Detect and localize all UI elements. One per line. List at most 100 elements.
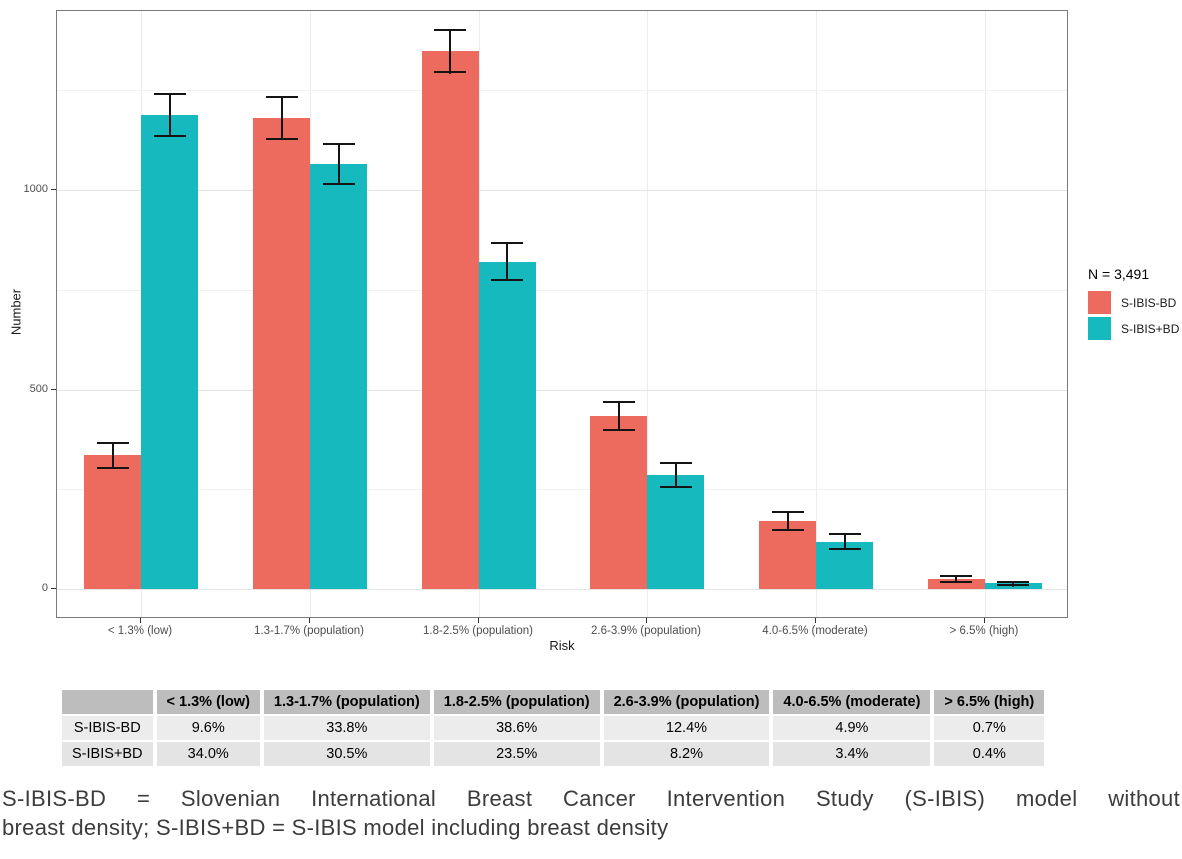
error-bar-cap-bottom xyxy=(97,467,129,469)
error-bar-cap-bottom xyxy=(940,581,972,583)
error-bar-line xyxy=(955,575,957,583)
error-bar-cap-top xyxy=(266,96,298,98)
bar-s-ibis-bd-3 xyxy=(590,416,647,589)
error-bar-line xyxy=(787,511,789,531)
y-axis-title: Number xyxy=(8,288,24,336)
error-bar-line xyxy=(506,242,508,281)
x-tick-label: > 6.5% (high) xyxy=(949,625,1019,637)
table-cell: 3.4% xyxy=(773,742,931,766)
table-cell: 38.6% xyxy=(433,716,600,740)
gridline-minor xyxy=(57,489,1067,490)
error-bar-line xyxy=(618,401,620,431)
table-cell: 34.0% xyxy=(156,742,260,766)
error-bar-cap-top xyxy=(491,242,523,244)
table-header-cell: < 1.3% (low) xyxy=(156,690,260,714)
table-corner-cell xyxy=(62,690,153,714)
y-tick xyxy=(51,588,56,589)
gridline-major xyxy=(57,190,1067,191)
table-row-label: S-IBIS+BD xyxy=(62,742,153,766)
table-row-s-ibis-bd: S-IBIS+BD 34.0% 30.5% 23.5% 8.2% 3.4% 0.4% xyxy=(62,742,1045,766)
x-tick-label: 1.3-1.7% (population) xyxy=(254,625,364,637)
x-tick xyxy=(646,618,647,623)
table-row-s-ibis-bd: S-IBIS-BD 9.6% 33.8% 38.6% 12.4% 4.9% 0.7% xyxy=(62,716,1045,740)
bar-s-ibis-bd-3 xyxy=(647,475,704,589)
error-bar-cap-bottom xyxy=(491,279,523,281)
bar-s-ibis-bd-0 xyxy=(84,455,141,589)
error-bar-cap-top xyxy=(434,29,466,31)
table-row-label: S-IBIS-BD xyxy=(62,716,153,740)
gridline-vertical xyxy=(647,11,648,617)
caption-line-1: S-IBIS-BD = Slovenian International Brea… xyxy=(2,786,1180,811)
table-header-cell: > 6.5% (high) xyxy=(934,690,1045,714)
gridline-major xyxy=(57,589,1067,590)
legend-entry-s-ibis-bd: S-IBIS+BD xyxy=(1088,317,1179,340)
x-tick xyxy=(815,618,816,623)
error-bar-line xyxy=(675,462,677,488)
error-bar-line xyxy=(112,442,114,469)
error-bar-cap-bottom xyxy=(997,584,1029,586)
error-bar-cap-top xyxy=(323,143,355,145)
gridline-minor xyxy=(57,290,1067,291)
plot-panel xyxy=(56,10,1068,618)
error-bar-cap-bottom xyxy=(829,548,861,550)
x-tick-label: 2.6-3.9% (population) xyxy=(591,625,701,637)
bar-s-ibis-bd-1 xyxy=(253,118,310,589)
table-cell: 33.8% xyxy=(263,716,430,740)
x-tick xyxy=(984,618,985,623)
table-cell: 23.5% xyxy=(433,742,600,766)
x-tick xyxy=(309,618,310,623)
error-bar-cap-top xyxy=(603,401,635,403)
table-cell: 30.5% xyxy=(263,742,430,766)
table-header-cell: 1.8-2.5% (population) xyxy=(433,690,600,714)
legend-title: N = 3,491 xyxy=(1088,266,1150,282)
error-bar-cap-bottom xyxy=(154,135,186,137)
error-bar-cap-bottom xyxy=(603,429,635,431)
y-tick xyxy=(51,389,56,390)
legend-swatch-s-ibis-bd xyxy=(1088,291,1111,314)
legend-label: S-IBIS+BD xyxy=(1121,321,1180,336)
gridline-vertical xyxy=(985,11,986,617)
legend-label: S-IBIS-BD xyxy=(1121,295,1177,310)
legend-entry-s-ibis-bd: S-IBIS-BD xyxy=(1088,291,1179,314)
error-bar-line xyxy=(338,143,340,185)
table-cell: 8.2% xyxy=(603,742,770,766)
error-bar-cap-top xyxy=(660,462,692,464)
gridline-vertical xyxy=(816,11,817,617)
x-tick xyxy=(478,618,479,623)
error-bar-cap-bottom xyxy=(323,183,355,185)
error-bar-cap-top xyxy=(97,442,129,444)
figure-caption: S-IBIS-BD = Slovenian International Brea… xyxy=(0,784,1182,842)
error-bar-cap-bottom xyxy=(772,529,804,531)
error-bar-line xyxy=(281,96,283,140)
bar-s-ibis-bd-5 xyxy=(928,579,985,589)
bar-s-ibis-bd-2 xyxy=(422,51,479,589)
gridline-major xyxy=(57,390,1067,391)
error-bar-line xyxy=(449,29,451,74)
x-tick-label: 4.0-6.5% (moderate) xyxy=(762,625,868,637)
x-axis-title: Risk xyxy=(549,638,575,653)
x-tick-label: < 1.3% (low) xyxy=(107,625,173,637)
error-bar-line xyxy=(844,533,846,550)
table-cell: 9.6% xyxy=(156,716,260,740)
error-bar-cap-bottom xyxy=(434,71,466,73)
error-bar-line xyxy=(169,93,171,137)
error-bar-cap-top xyxy=(940,575,972,577)
error-bar-cap-bottom xyxy=(660,486,692,488)
x-tick-label: 1.8-2.5% (population) xyxy=(423,625,533,637)
table-cell: 0.7% xyxy=(934,716,1045,740)
y-tick xyxy=(51,189,56,190)
table-cell: 12.4% xyxy=(603,716,770,740)
legend-swatch-s-ibis-bd xyxy=(1088,317,1111,340)
legend: N = 3,491 S-IBIS-BD S-IBIS+BD xyxy=(1088,266,1179,343)
caption-line-2: breast density; S-IBIS+BD = S-IBIS model… xyxy=(2,815,669,840)
error-bar-cap-top xyxy=(829,533,861,535)
error-bar-cap-top xyxy=(772,511,804,513)
y-tick-label: 1000 xyxy=(23,183,48,195)
bar-s-ibis-bd-0 xyxy=(141,115,198,589)
table-cell: 4.9% xyxy=(773,716,931,740)
table-header-cell: 4.0-6.5% (moderate) xyxy=(773,690,931,714)
x-tick xyxy=(140,618,141,623)
risk-distribution-chart: 0 500 1000 < 1.3% (low) 1.3-1.7% (population… xyxy=(8,10,1179,653)
table-header-cell: 1.3-1.7% (population) xyxy=(263,690,430,714)
